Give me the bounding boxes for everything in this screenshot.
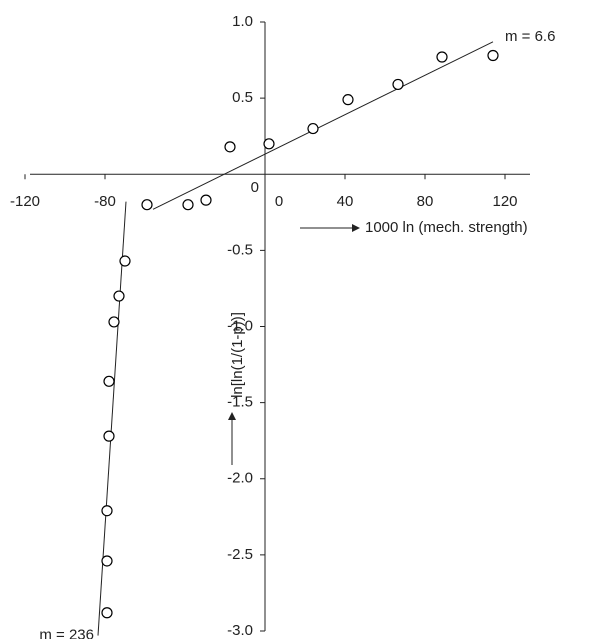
- x-tick-label: -120: [10, 193, 40, 210]
- point: [101, 555, 113, 567]
- point: [200, 194, 212, 206]
- y-tick-label: -0.5: [227, 241, 253, 258]
- x-tick-label: 120: [492, 193, 517, 210]
- fit-line: [97, 201, 127, 636]
- point: [224, 141, 236, 153]
- fit-label: m = 236: [39, 627, 94, 639]
- y-tick-label: -2.5: [227, 546, 253, 563]
- point: [392, 78, 404, 91]
- y-tick-label: -1.5: [227, 394, 253, 411]
- point: [436, 51, 448, 63]
- point: [101, 607, 113, 619]
- point: [103, 430, 115, 442]
- point: [101, 505, 113, 517]
- point: [342, 94, 354, 106]
- x-tick-label: 80: [417, 193, 434, 210]
- point: [113, 290, 125, 302]
- point: [263, 138, 275, 150]
- point: [119, 255, 131, 267]
- x-tick-label: -80: [94, 193, 116, 210]
- point: [182, 199, 194, 211]
- y-axis-label: ln[ln(1/(1-p))]: [229, 312, 246, 398]
- y-tick-label: -3.0: [227, 622, 253, 639]
- point: [487, 49, 499, 62]
- fit-line: [152, 41, 494, 210]
- point: [307, 122, 319, 135]
- x-arrowhead: [352, 224, 360, 232]
- y-tick-label: 0.5: [232, 89, 253, 106]
- y-arrowhead: [228, 412, 236, 420]
- y-tick-label: -2.0: [227, 470, 253, 487]
- y-tick-label: -1.0: [227, 317, 253, 334]
- x-axis-label: 1000 ln (mech. strength): [365, 219, 528, 236]
- x-tick-label: 40: [337, 193, 354, 210]
- x-tick-label: 0: [275, 193, 283, 210]
- origin-label: 0: [251, 179, 259, 196]
- point: [103, 375, 115, 387]
- point: [108, 316, 120, 328]
- fit-label: m = 6.6: [505, 28, 555, 45]
- y-tick-label: 1.0: [232, 13, 253, 30]
- point: [141, 199, 153, 211]
